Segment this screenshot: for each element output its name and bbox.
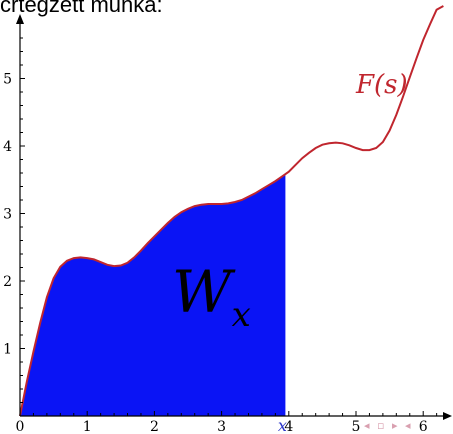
x-tick-label: 4 (284, 419, 293, 434)
y-tick-label: 4 (3, 139, 12, 155)
x-tick-label: 5 (352, 419, 361, 434)
area-label: Wx (172, 258, 251, 335)
x-tick-label: 0 (16, 419, 25, 434)
y-tick-label: 2 (3, 274, 12, 290)
x-tick-label: 1 (83, 419, 92, 434)
y-tick-label: 1 (3, 342, 12, 358)
x-tick-label: 2 (150, 419, 159, 434)
x-tick-label: 6 (419, 419, 428, 434)
x-tick-label: 3 (217, 419, 226, 434)
function-curve (19, 5, 444, 417)
axes (16, 14, 452, 420)
area-label-subscript: x (232, 295, 251, 335)
y-tick-label: 5 (3, 72, 12, 88)
area-under-curve (20, 174, 286, 416)
x-axis-arrowhead (443, 412, 452, 420)
function-label: F(s) (355, 70, 408, 100)
x-marker-label: x (278, 416, 287, 434)
caption: crtegzett munka: (0, 0, 163, 17)
ticks: 0 1 2 3 4 5 6 1 2 3 4 5 (3, 37, 438, 434)
slide-navigation-controls[interactable]: ◂ ▫ ▸ ◂ (364, 419, 413, 432)
y-axis-arrowhead (16, 14, 24, 24)
y-tick-label: 3 (3, 207, 12, 223)
area-label-main: W (172, 258, 236, 326)
